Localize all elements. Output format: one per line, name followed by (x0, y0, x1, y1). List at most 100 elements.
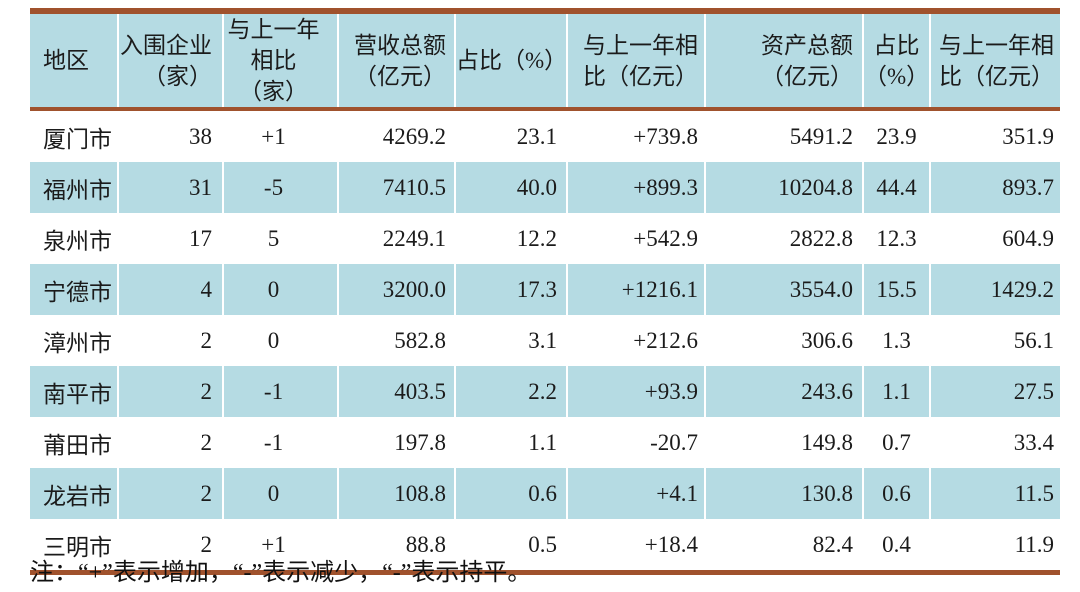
table-row: 漳州市 2 0 582.8 3.1 +212.6 306.6 1.3 56.1 (30, 315, 1060, 366)
cell-revenue-share: 17.3 (454, 264, 567, 315)
cell-region: 宁德市 (30, 264, 118, 315)
cell-revenue-share: 1.1 (454, 417, 567, 468)
table-body: 厦门市 38 +1 4269.2 23.1 +739.8 5491.2 23.9 351.9 福州… (30, 109, 1060, 573)
table-row: 福州市 31 -5 7410.5 40.0 +899.3 10204.8 44.4 893.7 (30, 162, 1060, 213)
cell-enterprise-change: -1 (222, 366, 338, 417)
cell-revenue: 7410.5 (337, 162, 455, 213)
cell-assets-change: 27.5 (929, 366, 1060, 417)
cell-region: 莆田市 (43, 432, 112, 458)
cell-revenue-share: 3.1 (454, 315, 567, 366)
table-row: 莆田市 2 -1 197.8 1.1 -20.7 149.8 0.7 33.4 (30, 417, 1060, 468)
cell-assets-change: 604.9 (929, 213, 1060, 264)
table-row: 南平市 2 -1 403.5 2.2 +93.9 243.6 1.1 27.5 (30, 366, 1060, 417)
column-header: 占比（%） (862, 11, 930, 111)
cell-enterprise-change: 0 (222, 315, 338, 366)
cell-revenue-change: +18.4 (566, 519, 705, 573)
cell-revenue-share: 0.6 (454, 468, 567, 519)
cell-assets-share: 0.7 (862, 417, 930, 468)
cell-enterprise-change: 0 (222, 468, 338, 519)
cell-assets: 243.6 (704, 366, 863, 417)
column-header: 地区 (30, 11, 118, 111)
cell-revenue: 4269.2 (337, 109, 455, 162)
cell-region: 漳州市 (43, 330, 112, 356)
cell-enterprises: 31 (117, 162, 223, 213)
cell-revenue-change: -20.7 (566, 417, 705, 468)
cell-enterprises: 4 (117, 264, 223, 315)
column-header: 与上一年相 比（亿元） (929, 11, 1060, 111)
cell-assets-share: 15.5 (862, 264, 930, 315)
cell-revenue: 582.8 (337, 315, 455, 366)
cell-revenue: 2249.1 (337, 213, 455, 264)
cell-region: 三明市 (43, 534, 112, 560)
cell-assets-change: 893.7 (929, 162, 1060, 213)
cell-assets-share: 0.6 (862, 468, 930, 519)
cell-assets-change: 11.5 (929, 468, 1060, 519)
cell-enterprises: 2 (117, 519, 223, 573)
cell-revenue-change: +739.8 (566, 109, 705, 162)
cell-enterprises: 2 (117, 417, 223, 468)
table-row: 厦门市 38 +1 4269.2 23.1 +739.8 5491.2 23.9 351.9 (30, 109, 1060, 162)
column-header: 入围企业 （家） (117, 11, 223, 111)
cell-enterprise-change: +1 (222, 519, 338, 573)
cell-assets-share: 1.1 (862, 366, 930, 417)
cell-enterprises: 2 (117, 468, 223, 519)
table-row: 宁德市 4 0 3200.0 17.3 +1216.1 3554.0 15.5 1429.2 (30, 264, 1060, 315)
cell-assets-change: 56.1 (929, 315, 1060, 366)
cell-assets-share: 12.3 (862, 213, 930, 264)
cell-revenue-share: 0.5 (454, 519, 567, 573)
cell-region: 南平市 (30, 366, 118, 417)
cell-revenue-change: +1216.1 (566, 264, 705, 315)
cell-enterprises: 2 (117, 315, 223, 366)
cell-revenue: 108.8 (337, 468, 455, 519)
column-header: 占比（%） (454, 11, 567, 111)
cell-region: 泉州市 (43, 228, 112, 254)
cell-revenue-share: 40.0 (454, 162, 567, 213)
column-header: 营收总额 （亿元） (337, 11, 455, 111)
cell-enterprise-change: -1 (222, 417, 338, 468)
header-row: 地区 入围企业 （家） 与上一年 相比（家） 营收总额 （亿元） 占比（%） 与上一年相 比（亿元… (30, 11, 1060, 111)
cell-assets: 3554.0 (704, 264, 863, 315)
table-row: 泉州市 17 5 2249.1 12.2 +542.9 2822.8 12.3 604.9 (30, 213, 1060, 264)
cell-revenue-change: +212.6 (566, 315, 705, 366)
cell-assets: 149.8 (704, 417, 863, 468)
cell-revenue-change: +4.1 (566, 468, 705, 519)
cell-assets: 306.6 (704, 315, 863, 366)
table-note: 注：“+”表示增加，“-”表示减少，“-”表示持平。 (30, 560, 532, 586)
cell-revenue-change: +93.9 (566, 366, 705, 417)
cell-assets: 5491.2 (704, 109, 863, 162)
cell-assets-change: 1429.2 (929, 264, 1060, 315)
cell-assets-share: 23.9 (862, 109, 930, 162)
column-header: 资产总额 （亿元） (704, 11, 863, 111)
cell-revenue: 3200.0 (337, 264, 455, 315)
cell-revenue-change: +899.3 (566, 162, 705, 213)
cell-revenue-share: 12.2 (454, 213, 567, 264)
cell-assets-share: 1.3 (862, 315, 930, 366)
cell-assets: 130.8 (704, 468, 863, 519)
table-row: 龙岩市 2 0 108.8 0.6 +4.1 130.8 0.6 11.5 (30, 468, 1060, 519)
column-header: 与上一年相 比（亿元） (566, 11, 705, 111)
cell-assets-change: 33.4 (929, 417, 1060, 468)
cell-enterprise-change: +1 (222, 109, 338, 162)
cell-assets-share: 44.4 (862, 162, 930, 213)
cell-assets: 10204.8 (704, 162, 863, 213)
cell-revenue: 403.5 (337, 366, 455, 417)
cell-assets: 82.4 (704, 519, 863, 573)
cell-enterprises: 2 (117, 366, 223, 417)
table-header: 地区 入围企业 （家） 与上一年 相比（家） 营收总额 （亿元） 占比（%） 与上一年相 比（亿元… (30, 11, 1060, 111)
cell-revenue-share: 2.2 (454, 366, 567, 417)
cell-revenue: 88.8 (337, 519, 455, 573)
cell-revenue: 197.8 (337, 417, 455, 468)
cell-region: 福州市 (30, 162, 118, 213)
table-row: 三明市 2 +1 88.8 0.5 +18.4 82.4 0.4 11.9 (30, 519, 1060, 573)
cell-region: 龙岩市 (30, 468, 118, 519)
cell-region: 厦门市 (43, 126, 112, 152)
cell-assets: 2822.8 (704, 213, 863, 264)
cell-assets-share: 0.4 (862, 519, 930, 573)
column-header: 与上一年 相比（家） (222, 11, 338, 111)
cell-assets-change: 351.9 (929, 109, 1060, 162)
cell-enterprise-change: -5 (222, 162, 338, 213)
cell-enterprise-change: 0 (222, 264, 338, 315)
cell-enterprises: 38 (117, 109, 223, 162)
cell-enterprise-change: 5 (222, 213, 338, 264)
